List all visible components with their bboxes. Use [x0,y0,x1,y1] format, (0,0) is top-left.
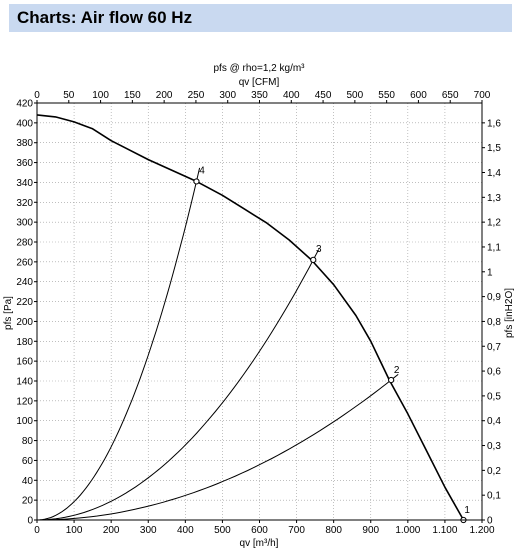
y2-tick-label: 1,4 [487,168,501,179]
page-title: Charts: Air flow 60 Hz [17,8,193,27]
system-curve-4 [36,167,201,521]
operating-point-label-2: 2 [394,365,400,376]
chart-title: pfs @ rho=1,2 kg/m³ [213,63,305,74]
y-tick-label: 40 [22,476,34,487]
y2-tick-label: 1,5 [487,143,501,154]
curves: 4 3 2 1 [36,114,470,524]
x2-tick-label: 400 [283,90,300,101]
y2-tick-label: 0,6 [487,367,501,378]
x2-tick-label: 450 [315,90,332,101]
y-tick-label: 320 [16,198,33,209]
x2-axis-label: qv [CFM] [239,77,280,88]
y-tick-label: 380 [16,138,33,149]
x2-tick-label: 100 [92,90,109,101]
y2-tick-label: 1 [487,267,493,278]
x-tick-label: 1.200 [469,525,494,536]
y2-tick-label: 0,4 [487,416,501,427]
y-tick-label: 20 [22,496,34,507]
operating-point-4 [193,178,200,185]
y2-tick-label: 0,1 [487,491,501,502]
y2-tick-label: 0,9 [487,292,501,303]
y2-tick-label: 0,7 [487,342,501,353]
x-tick-label: 1.000 [395,525,420,536]
tick-labels: 0 100 200 300 400 500 600 700 800 900 1.000 1.100 1.… [16,90,501,536]
y-tick-label: 280 [16,238,33,249]
y-tick-label: 420 [16,99,33,110]
grid [37,103,482,520]
x-tick-label: 500 [214,525,231,536]
x-tick-label: 900 [362,525,379,536]
operating-point-label-4: 4 [199,166,205,177]
x-tick-label: 600 [251,525,268,536]
y-tick-label: 360 [16,158,33,169]
x2-tick-label: 650 [442,90,459,101]
y2-axis-label: pfs [inH2O] [504,288,515,338]
y-tick-label: 240 [16,277,33,288]
y-tick-label: 0 [27,516,33,527]
y2-tick-label: 0 [487,516,493,527]
y-tick-label: 400 [16,118,33,129]
system-curve-2 [37,374,399,521]
x2-tick-label: 550 [378,90,395,101]
x-tick-label: 300 [140,525,157,536]
y2-tick-label: 1,2 [487,218,501,229]
x2-tick-label: 50 [63,90,75,101]
y-tick-label: 300 [16,218,33,229]
x-axis-label: qv [m³/h] [240,538,279,549]
x2-tick-label: 600 [410,90,427,101]
y2-tick-label: 0,3 [487,441,501,452]
operating-point-3 [310,256,317,263]
x-tick-label: 700 [288,525,305,536]
y-tick-label: 180 [16,337,33,348]
x-tick-label: 800 [325,525,342,536]
y2-tick-label: 1,6 [487,118,501,129]
x2-tick-label: 250 [188,90,205,101]
y2-tick-label: 0,8 [487,317,501,328]
y-tick-label: 200 [16,317,33,328]
x2-tick-label: 500 [347,90,364,101]
chart-header: Charts: Air flow 60 Hz [9,4,512,32]
x-tick-label: 400 [177,525,194,536]
y-axis-label: pfs [Pa] [3,296,14,330]
y2-tick-label: 0,5 [487,391,501,402]
x2-tick-label: 300 [219,90,236,101]
x2-tick-label: 200 [156,90,173,101]
system-curve-3 [36,249,320,521]
x2-tick-label: 350 [251,90,268,101]
plot-frame [36,102,483,521]
y-tick-label: 260 [16,257,33,268]
operating-point-2 [388,376,395,384]
y2-tick-label: 0,2 [487,466,501,477]
fan-curve [36,114,465,521]
operating-point-label-1: 1 [464,505,470,516]
x-tick-label: 0 [34,525,40,536]
y-tick-label: 160 [16,357,33,368]
y2-tick-label: 1,3 [487,193,501,204]
y-tick-label: 120 [16,396,33,407]
x2-tick-label: 0 [34,90,40,101]
y-tick-label: 340 [16,178,33,189]
x2-tick-label: 700 [474,90,491,101]
y2-tick-label: 1,1 [487,242,501,253]
y-tick-label: 220 [16,297,33,308]
y-tick-label: 140 [16,377,33,388]
y-tick-label: 100 [16,416,33,427]
x-tick-label: 200 [103,525,120,536]
y-tick-label: 80 [22,436,34,447]
operating-point-label-3: 3 [316,244,322,255]
y-tick-label: 60 [22,456,34,467]
x-tick-label: 100 [66,525,83,536]
x-tick-label: 1.100 [432,525,457,536]
x2-tick-label: 150 [124,90,141,101]
